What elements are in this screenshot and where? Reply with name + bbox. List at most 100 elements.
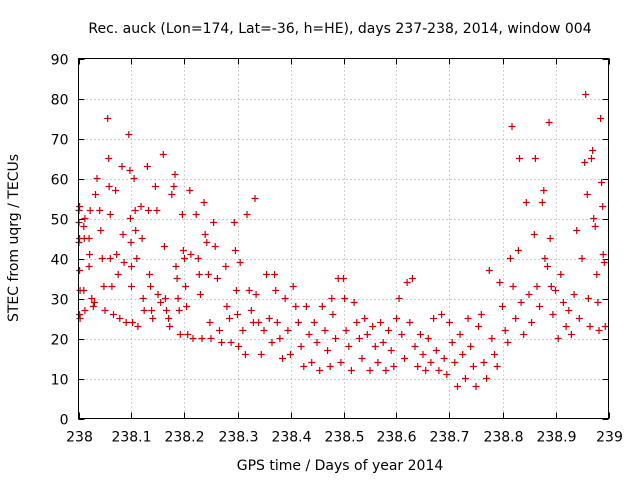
data-point (545, 119, 553, 126)
data-point (129, 319, 137, 326)
data-point (163, 307, 170, 314)
data-point (332, 335, 340, 342)
data-point (204, 271, 212, 278)
data-point (146, 271, 153, 278)
data-point (408, 275, 416, 282)
data-point (122, 319, 130, 326)
data-point (128, 283, 135, 290)
data-point (139, 295, 147, 302)
x-tick-label: 238.1 (111, 430, 151, 446)
data-point (187, 251, 195, 258)
data-point (226, 315, 233, 322)
data-point (218, 339, 226, 346)
data-point (200, 199, 208, 206)
data-point (100, 283, 108, 290)
data-point (279, 355, 286, 362)
data-point (512, 315, 520, 322)
data-point (260, 327, 268, 334)
data-point (430, 315, 438, 322)
x-axis-label: GPS time / Days of year 2014 (237, 458, 444, 474)
data-point (570, 291, 578, 298)
data-point (90, 299, 98, 306)
data-point (89, 303, 97, 310)
data-point (390, 363, 398, 370)
data-point (395, 295, 403, 302)
data-point (398, 331, 406, 338)
data-point (459, 351, 467, 358)
data-point (120, 259, 128, 266)
data-point (133, 255, 141, 262)
data-point (387, 347, 395, 354)
data-point (243, 211, 251, 218)
data-point (472, 383, 480, 390)
data-point (501, 327, 509, 334)
data-point (581, 159, 589, 166)
data-point (184, 331, 192, 338)
data-point (125, 131, 133, 138)
data-point (504, 339, 512, 346)
data-point (81, 307, 89, 314)
data-point (154, 291, 162, 298)
data-point (257, 351, 265, 358)
data-point (448, 339, 456, 346)
data-point (263, 271, 271, 278)
data-point (590, 215, 598, 222)
data-point (597, 115, 605, 122)
data-point (114, 271, 122, 278)
y-tick-label: 30 (51, 293, 69, 309)
data-point (227, 339, 235, 346)
data-point (268, 339, 276, 346)
data-point (559, 299, 567, 306)
data-point (232, 287, 240, 294)
data-point (595, 327, 603, 334)
data-point (182, 283, 190, 290)
data-point (353, 319, 361, 326)
data-point (192, 211, 200, 218)
data-point (467, 343, 475, 350)
data-point (341, 295, 349, 302)
data-point (469, 363, 477, 370)
data-point (541, 255, 549, 262)
data-point (234, 311, 241, 318)
data-point (239, 327, 247, 334)
data-point (137, 203, 145, 210)
data-point (174, 295, 182, 302)
data-point (446, 319, 453, 326)
data-point (160, 243, 168, 250)
data-point (287, 351, 294, 358)
data-point (173, 275, 181, 282)
data-point (157, 299, 165, 306)
data-point (223, 303, 231, 310)
data-point (213, 275, 221, 282)
data-point (159, 151, 167, 158)
y-tick-label: 50 (51, 213, 69, 229)
data-point (533, 283, 541, 290)
data-point (554, 335, 562, 342)
data-point (305, 331, 313, 338)
data-point (108, 283, 116, 290)
data-point (401, 355, 408, 362)
data-point (393, 315, 400, 322)
data-point (216, 327, 223, 334)
data-point (294, 319, 302, 326)
data-point (92, 191, 99, 198)
data-point (419, 351, 427, 358)
data-point (582, 91, 590, 98)
data-point (231, 247, 239, 254)
data-point (106, 255, 114, 262)
data-point (151, 183, 159, 190)
data-point (198, 335, 206, 342)
y-axis-label: STEC from uqrg / TECUs (6, 154, 22, 322)
data-point (265, 315, 273, 322)
data-point (406, 319, 414, 326)
data-point (176, 331, 184, 338)
data-point (475, 323, 483, 330)
y-tick-label: 80 (51, 93, 69, 109)
data-point (374, 359, 382, 366)
x-tick-label: 238.6 (376, 430, 416, 446)
data-point (127, 239, 135, 246)
data-point (170, 183, 178, 190)
data-point (313, 339, 321, 346)
data-point (86, 251, 94, 258)
data-point (245, 287, 253, 294)
